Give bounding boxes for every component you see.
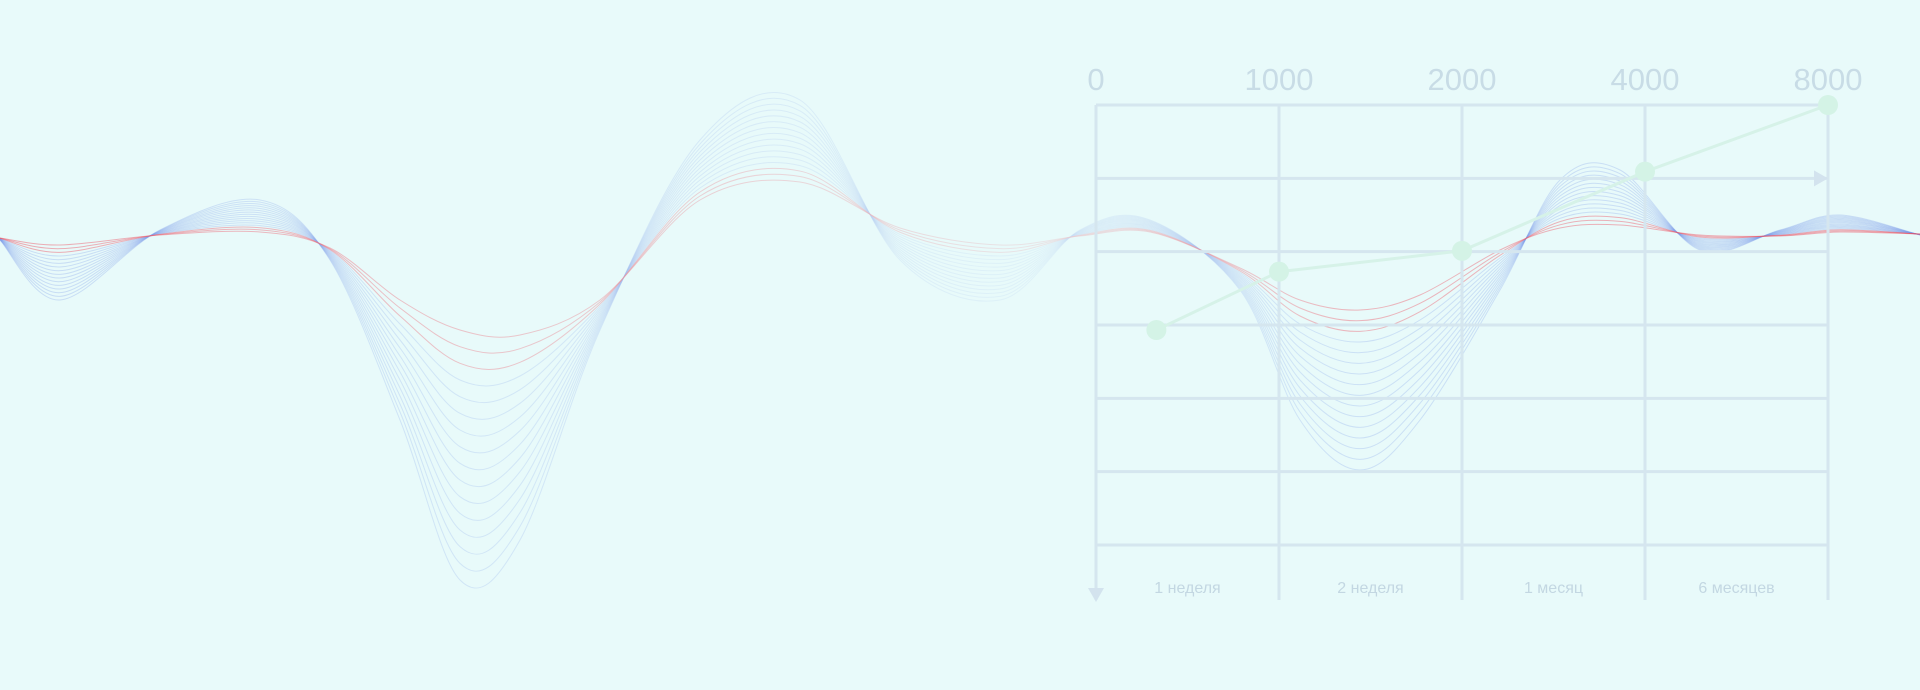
wave-line: [0, 150, 1920, 420]
chart-grid: [1094, 103, 1830, 600]
category-label: 1 месяц: [1524, 580, 1583, 597]
series-point: [1635, 161, 1655, 182]
wave-line: [0, 103, 1920, 555]
wave-line: [0, 91, 1920, 589]
wave-group: [0, 91, 1920, 589]
category-label: 1 неделя: [1154, 580, 1220, 597]
top-tick-label: 8000: [1794, 62, 1863, 97]
top-tick-label: 4000: [1611, 62, 1680, 97]
wave-line: [0, 156, 1920, 404]
series-point: [1146, 320, 1167, 340]
x-axis-arrow-icon: [1814, 170, 1828, 187]
wave-line: [0, 162, 1920, 387]
wave-line: [0, 179, 1920, 338]
top-tick-label: 1000: [1245, 62, 1314, 97]
wave-line: [0, 138, 1920, 454]
category-label: 6 месяцев: [1698, 580, 1774, 597]
wave-line: [0, 167, 1920, 370]
series-point: [1269, 261, 1289, 282]
wave-line: [0, 132, 1920, 471]
top-tick-label: 0: [1087, 62, 1104, 97]
wave-line: [0, 97, 1920, 572]
wave-line: [0, 144, 1920, 437]
y-axis-arrow-icon: [1088, 588, 1104, 602]
series-point: [1452, 240, 1472, 261]
series-point: [1818, 95, 1838, 115]
wave-line: [0, 115, 1920, 521]
category-label: 2 неделя: [1337, 580, 1403, 597]
wave-line: [0, 126, 1920, 488]
series-line: [1155, 103, 1829, 332]
wave-line: [0, 121, 1920, 505]
top-tick-label: 2000: [1428, 62, 1497, 97]
wave-line: [0, 173, 1920, 354]
